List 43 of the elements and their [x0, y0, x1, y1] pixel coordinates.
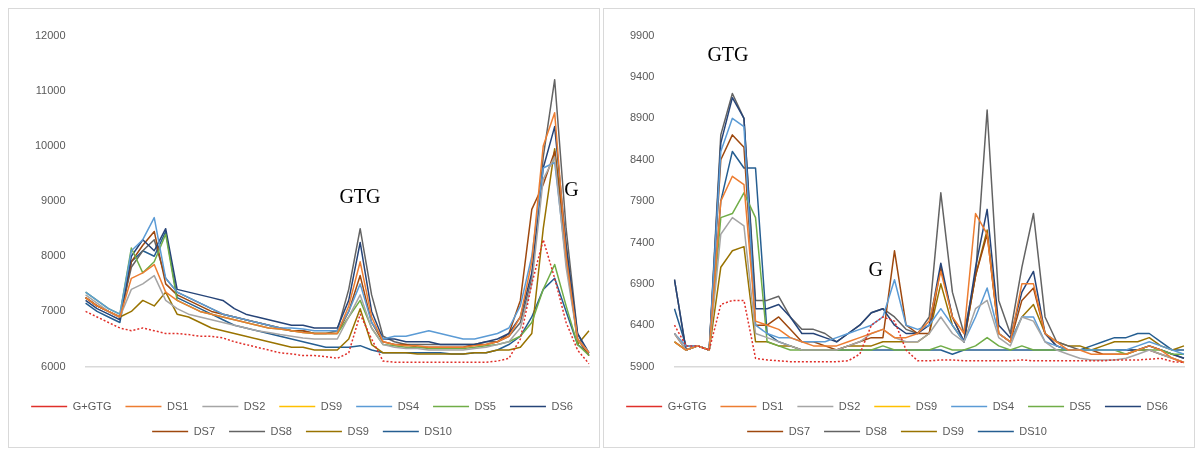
- legend-label: DS9: [942, 424, 964, 437]
- y-tick-label: 11000: [35, 83, 66, 96]
- legend-label: DS2: [838, 399, 861, 412]
- legend-label: DS5: [1069, 399, 1091, 412]
- legend-label: DS7: [193, 424, 216, 437]
- legend-label: DS2: [243, 399, 266, 412]
- legend-label: G+GTG: [667, 399, 707, 412]
- legend-label: DS8: [865, 424, 887, 437]
- y-tick-label: 12000: [34, 28, 66, 41]
- line-series: [673, 299, 1185, 364]
- y-tick-label: 8900: [629, 111, 655, 124]
- y-tick-label: 9000: [41, 194, 66, 207]
- annotation: GTG: [339, 184, 381, 207]
- y-tick-label: 9400: [629, 70, 655, 83]
- legend-label: DS5: [474, 399, 496, 412]
- legend-label: DS9: [915, 399, 938, 412]
- y-tick-label: 6400: [629, 318, 655, 331]
- y-tick-label: 9900: [629, 28, 655, 41]
- y-tick-label: 7400: [629, 235, 655, 248]
- y-tick-label: 7000: [41, 304, 66, 317]
- legend-label: DS8: [270, 424, 292, 437]
- annotation: GTG: [707, 42, 749, 65]
- legend-label: G+GTG: [72, 399, 112, 412]
- legend-label: DS9: [347, 424, 369, 437]
- y-tick-label: 10000: [34, 138, 66, 151]
- legend-label: DS4: [397, 399, 420, 412]
- annotation: G: [868, 257, 883, 280]
- y-tick-label: 6900: [629, 276, 655, 289]
- y-tick-label: 8000: [41, 249, 66, 262]
- y-tick-label: 5900: [629, 359, 655, 372]
- legend-label: DS6: [551, 399, 573, 412]
- y-tick-label: 8400: [629, 152, 655, 165]
- y-tick-label: 7900: [629, 194, 655, 207]
- legend-label: DS6: [1146, 399, 1168, 412]
- legend-label: DS4: [992, 399, 1015, 412]
- annotation: G: [564, 178, 579, 201]
- legend-label: DS10: [424, 424, 452, 437]
- y-tick-label: 6000: [41, 359, 66, 372]
- legend-label: DS9: [320, 399, 343, 412]
- legend-label: DS1: [166, 399, 189, 412]
- legend-label: DS7: [788, 424, 811, 437]
- legend-label: DS10: [1019, 424, 1047, 437]
- legend-label: DS1: [761, 399, 784, 412]
